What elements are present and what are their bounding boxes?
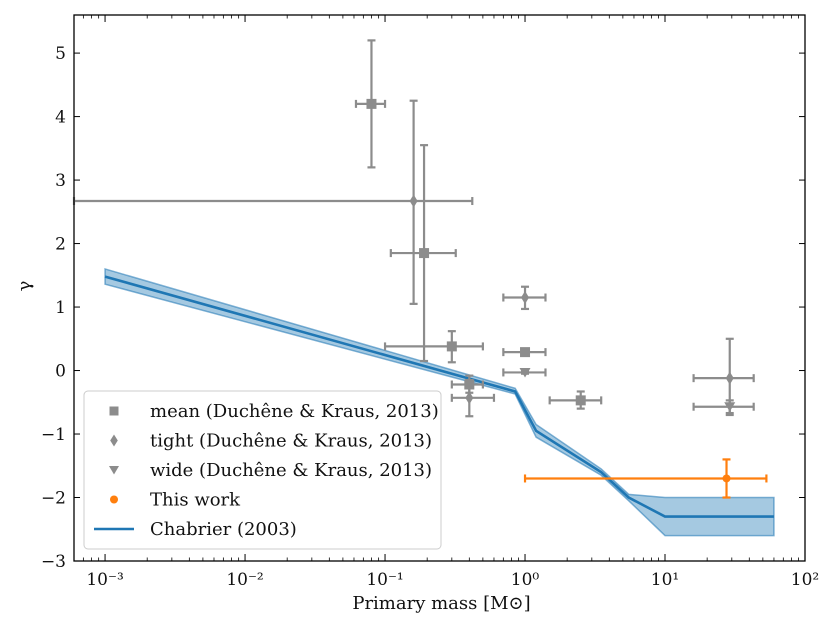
plot-frame xyxy=(73,14,806,562)
x-tick-label: 10⁻¹ xyxy=(366,570,403,590)
legend-label: This work xyxy=(150,490,241,511)
legend-box xyxy=(83,390,442,550)
legend-label: tight (Duchêne & Kraus, 2013) xyxy=(150,431,432,452)
triangle-down-point-0-marker xyxy=(519,367,531,378)
legend-label: Chabrier (2003) xyxy=(150,519,297,540)
y-tick-label: 4 xyxy=(55,108,66,128)
diamond-point-3-marker xyxy=(725,371,734,385)
legend-diamond-marker xyxy=(110,434,118,447)
y-tick-label: −2 xyxy=(41,489,66,509)
y-tick-label: −1 xyxy=(41,425,66,445)
y-tick-label: 0 xyxy=(55,362,66,382)
x-tick-label: 10⁻³ xyxy=(86,570,123,590)
x-tick-label: 10² xyxy=(791,570,819,590)
y-axis-label: γ xyxy=(14,281,35,292)
circle-point-0-marker xyxy=(722,474,731,483)
square-point-0-marker xyxy=(366,98,377,109)
y-tick-label: 1 xyxy=(55,298,66,318)
y-tick-label: 3 xyxy=(55,171,66,191)
square-point-1-marker xyxy=(419,248,430,259)
triangle-down-point-1-marker xyxy=(724,402,736,412)
x-tick-label: 10⁻² xyxy=(226,570,263,590)
diamond-point-0-marker xyxy=(409,194,418,208)
square-point-5-marker xyxy=(575,395,586,406)
legend-label: wide (Duchêne & Kraus, 2013) xyxy=(150,460,432,481)
diamond-point-2-marker xyxy=(521,291,530,305)
x-tick-label: 10¹ xyxy=(651,570,679,590)
y-tick-label: 5 xyxy=(55,44,66,64)
diamond-point-1-marker xyxy=(465,391,474,405)
y-tick-label: 2 xyxy=(55,235,66,255)
chabrier-line xyxy=(104,275,774,518)
square-point-2-marker xyxy=(446,341,457,352)
legend-label: mean (Duchêne & Kraus, 2013) xyxy=(150,401,439,422)
x-axis-label: Primary mass [M⊙] xyxy=(352,593,530,614)
square-point-4-marker xyxy=(520,347,531,358)
legend-circle-marker xyxy=(110,495,118,504)
legend-triangle-marker xyxy=(109,466,119,475)
x-tick-label: 10⁰ xyxy=(511,570,540,590)
legend-square-marker xyxy=(109,406,119,416)
y-tick-label: −3 xyxy=(41,552,66,572)
